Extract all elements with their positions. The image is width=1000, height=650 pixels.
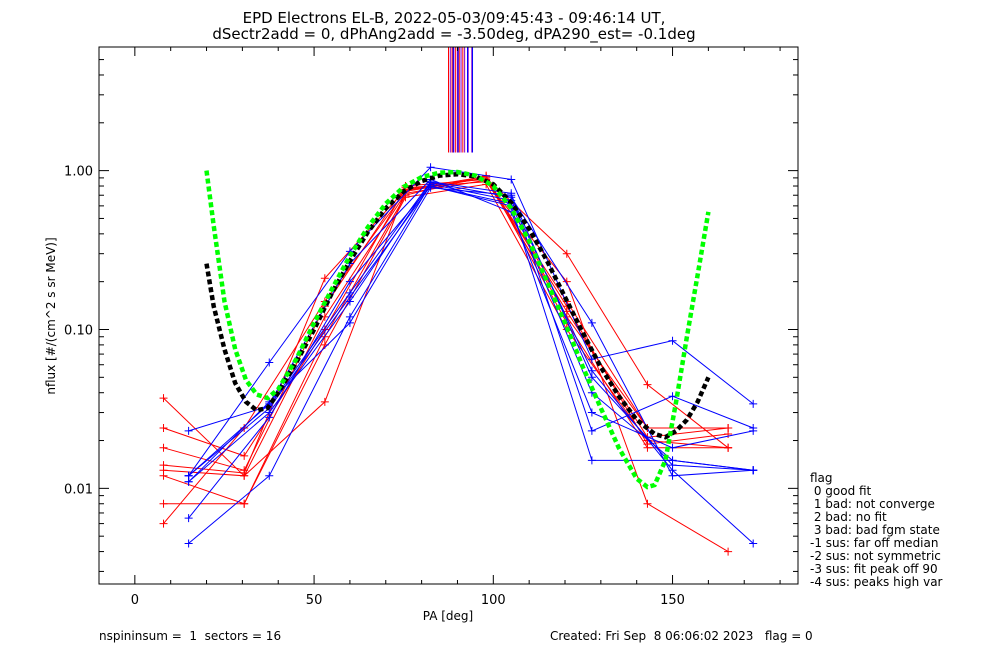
footer-right: Created: Fri Sep 8 06:06:02 2023 flag = … <box>550 629 813 643</box>
blue-series-point <box>265 471 274 480</box>
flag-legend-item: 0 good fit <box>810 484 872 498</box>
blue-series-point <box>426 163 435 172</box>
blue-series-point <box>587 373 596 382</box>
red-series-point <box>159 394 168 403</box>
blue-series-point <box>749 399 758 408</box>
blue-series-point <box>587 456 596 465</box>
blue-series-point <box>345 318 354 327</box>
y-axis-label: nflux [#/(cm^2 s sr MeV)] <box>44 237 58 394</box>
blue-series-point <box>184 514 193 523</box>
black-fit-curve <box>204 171 711 440</box>
blue-series-point <box>265 358 274 367</box>
blue-series-point <box>668 456 677 465</box>
blue-series-point <box>668 471 677 480</box>
flag-legend-item: 1 bad: not converge <box>810 497 935 511</box>
red-series-point <box>643 380 652 389</box>
red-series-point <box>562 249 571 258</box>
flag-legend: flag 0 good fit 1 bad: not converge 2 ba… <box>810 471 943 589</box>
x-tick-label: 0 <box>131 593 139 608</box>
blue-series-point <box>426 182 435 191</box>
y-tick-label: 1.00 <box>64 165 93 180</box>
plot-frame <box>98 46 799 585</box>
y-tick-label: 0.01 <box>64 482 93 497</box>
blue-series-point <box>668 336 677 345</box>
blue-series-point <box>749 426 758 435</box>
blue-series-line <box>188 183 754 544</box>
flag-legend-item: -3 sus: fit peak off 90 <box>810 562 938 576</box>
blue-series-line <box>188 185 754 477</box>
blue-series-point <box>587 408 596 417</box>
axis-ticks: 0 50 100 150 0.01 0.10 1.00 <box>64 46 798 608</box>
x-tick-label: 100 <box>481 593 506 608</box>
red-series-point <box>320 397 329 406</box>
red-series-point <box>159 471 168 480</box>
red-series-point <box>240 471 249 480</box>
y-tick-label: 0.10 <box>64 323 93 338</box>
blue-series-point <box>587 318 596 327</box>
red-series-point <box>159 443 168 452</box>
flag-legend-item: -1 sus: far off median <box>810 536 938 550</box>
red-series-line <box>163 175 729 474</box>
blue-series-point <box>587 426 596 435</box>
blue-series-point <box>345 277 354 286</box>
flag-legend-item: -4 sus: peaks high var <box>810 575 943 589</box>
x-tick-label: 150 <box>660 593 685 608</box>
flag-legend-header: flag <box>810 471 833 485</box>
blue-series-point <box>507 175 516 184</box>
red-series-point <box>240 423 249 432</box>
red-series-point <box>724 547 733 556</box>
red-series-point <box>643 499 652 508</box>
red-series-line <box>163 177 729 524</box>
series-layer <box>159 163 758 556</box>
blue-series-line <box>188 182 754 483</box>
red-series-point <box>159 519 168 528</box>
blue-series-point <box>184 426 193 435</box>
red-series-line <box>163 175 729 505</box>
flag-legend-item: 3 bad: bad fgm state <box>810 523 940 537</box>
red-series-line <box>163 179 729 477</box>
blue-series-point <box>749 539 758 548</box>
red-series-point <box>159 499 168 508</box>
x-tick-label: 50 <box>306 593 323 608</box>
flag-legend-item: -2 sus: not symmetric <box>810 549 941 563</box>
x-axis-label: PA [deg] <box>423 609 473 623</box>
red-series-point <box>240 451 249 460</box>
red-series-point <box>643 440 652 449</box>
red-series-point <box>159 423 168 432</box>
chart-title-line2: dSectr2add = 0, dPhAng2add = -3.50deg, d… <box>212 25 695 44</box>
blue-series-point <box>749 466 758 475</box>
chart-title-line1: EPD Electrons EL-B, 2022-05-03/09:45:43 … <box>243 9 666 27</box>
blue-series-line <box>188 166 754 477</box>
blue-series-point <box>184 471 193 480</box>
red-series-line <box>163 183 729 505</box>
plot-area: 0 50 100 150 0.01 0.10 1.00 <box>64 46 799 608</box>
footer-left: nspininsum = 1 sectors = 16 <box>99 629 281 643</box>
red-series-point <box>320 274 329 283</box>
red-series-point <box>724 443 733 452</box>
blue-series-point <box>184 539 193 548</box>
green-fit-curve <box>204 169 711 490</box>
red-series-point <box>240 499 249 508</box>
blue-series-point <box>345 293 354 302</box>
flag-legend-item: 2 bad: no fit <box>810 510 887 524</box>
top-marker-lines <box>448 47 474 153</box>
